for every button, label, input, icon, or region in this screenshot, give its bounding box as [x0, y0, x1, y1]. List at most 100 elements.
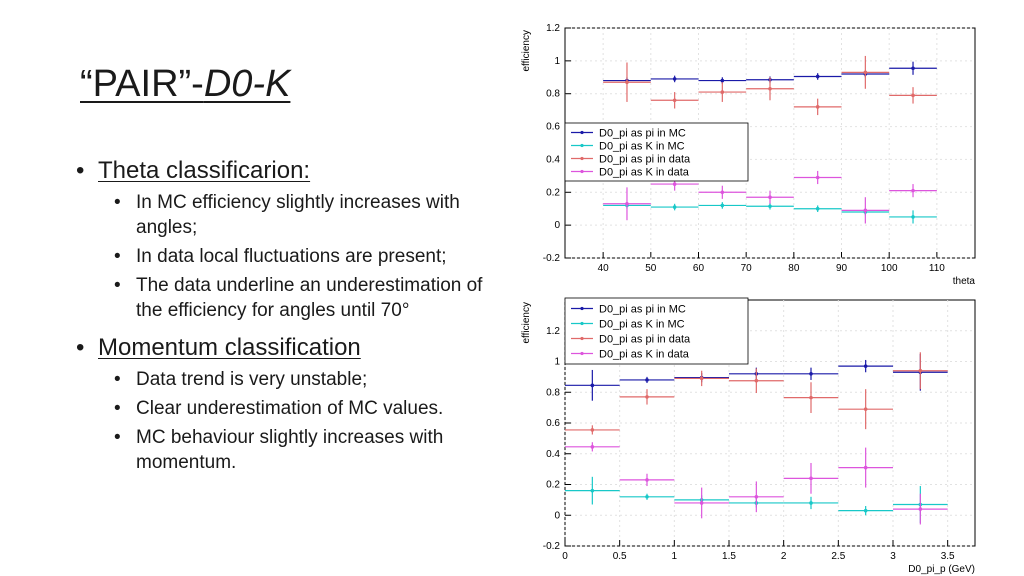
y-tick-label: 1 [554, 56, 560, 67]
data-point [863, 508, 868, 513]
legend-marker [580, 169, 584, 174]
data-point [590, 428, 595, 432]
data-point [699, 501, 704, 505]
data-point [863, 465, 868, 470]
y-tick-label: 1.2 [546, 326, 560, 337]
x-tick-label: 110 [929, 263, 945, 274]
bullet-item: MC behaviour slightly increases with mom… [114, 425, 506, 475]
y-tick-label: -0.2 [543, 253, 561, 264]
data-point [625, 201, 629, 206]
data-point [720, 90, 725, 94]
slide-title: “PAIR”-D0-K [80, 62, 290, 106]
legend-box [564, 122, 749, 182]
bullet-item: Data trend is very unstable; [114, 367, 506, 392]
data-point [720, 78, 725, 83]
data-point [625, 80, 629, 85]
legend-marker [580, 351, 584, 356]
y-tick-label: 1.2 [546, 23, 560, 34]
bullet-item: In MC efficiency slightly increases with… [114, 190, 506, 240]
legend-label: D0_pi as K in data [599, 349, 690, 361]
legend-label: D0_pi as K in MC [599, 141, 685, 153]
data-point [815, 74, 820, 79]
x-axis-label: theta [953, 276, 976, 287]
data-point [809, 501, 813, 505]
data-point [590, 488, 595, 493]
data-point [863, 407, 868, 411]
data-point [768, 195, 772, 200]
data-point [918, 368, 923, 373]
section-heading-momentum: Momentum classification [76, 333, 506, 363]
y-tick-label: 0 [554, 510, 560, 521]
theta-efficiency-chart: 40 50 60 70 80 90 100 110 -0.2 0 0.2 0.4 0.6 0.8 1 1.2 t… [521, 23, 976, 287]
data-point [863, 208, 868, 213]
legend-marker [580, 306, 584, 311]
data-point [720, 203, 725, 208]
slide-title-text: “PAIR”-D0-K [80, 63, 291, 105]
y-tick-label: 0.8 [546, 89, 560, 100]
legend-label: D0_pi as pi in data [599, 154, 691, 166]
x-tick-label: 90 [836, 263, 848, 274]
x-tick-label: 40 [598, 263, 610, 274]
x-tick-label: 1 [672, 551, 678, 562]
data-point [590, 383, 595, 388]
x-axis-label: D0_pi_p (GeV) [908, 564, 975, 575]
legend-label: D0_pi as pi in MC [599, 304, 686, 316]
data-point [672, 98, 677, 103]
y-axis-label: efficiency [521, 30, 532, 72]
data-point [768, 204, 772, 209]
y-axis-label: efficiency [521, 302, 532, 344]
bullet-item: Clear underestimation of MC values. [114, 396, 506, 421]
y-tick-label: 0.2 [546, 187, 560, 198]
data-point [911, 93, 915, 98]
x-tick-label: 3 [890, 551, 896, 562]
y-tick-label: 0.6 [546, 122, 560, 133]
data-point [911, 66, 915, 71]
data-point [911, 188, 915, 193]
momentum-efficiency-chart: 0 0.5 1 1.5 2 2.5 3 3.5-0.200.20.40.60.811.2D0_… [521, 297, 976, 575]
data-point [768, 86, 772, 91]
y-tick-label: -0.2 [543, 541, 561, 552]
bullet-list: Theta classificarion: In MC efficiency s… [76, 156, 506, 479]
data-point [645, 378, 649, 382]
x-tick-label: 0.5 [613, 551, 627, 562]
x-tick-label: 70 [741, 263, 753, 274]
legend-label: D0_pi as K in MC [599, 319, 685, 331]
data-point [815, 206, 820, 211]
data-point [645, 395, 649, 399]
y-tick-label: 0 [554, 220, 560, 231]
bullet-item: In data local fluctuations are present; [114, 244, 506, 269]
data-point [863, 70, 868, 75]
bullet-item: The data underline an underestimation of… [114, 273, 506, 323]
data-point [815, 175, 820, 180]
y-tick-label: 0.4 [546, 449, 560, 460]
data-point [809, 395, 813, 400]
data-point [863, 364, 868, 368]
x-tick-label: 2 [781, 551, 787, 562]
data-point [672, 77, 677, 81]
y-tick-label: 0.6 [546, 418, 560, 429]
section-heading-theta: Theta classificarion: [76, 156, 506, 186]
data-point [815, 105, 820, 109]
y-tick-label: 0.4 [546, 154, 560, 165]
data-point [754, 378, 759, 383]
data-point [809, 372, 813, 376]
legend-label: D0_pi as pi in data [599, 334, 691, 346]
data-point [645, 495, 649, 499]
data-point [590, 445, 595, 449]
x-tick-label: 1.5 [722, 551, 736, 562]
x-tick-label: 100 [881, 263, 898, 274]
x-tick-label: 0 [562, 551, 568, 562]
legend-marker [580, 130, 584, 135]
data-point [918, 507, 923, 511]
legend-marker [580, 143, 584, 148]
legend-marker [580, 321, 584, 326]
x-tick-label: 60 [693, 263, 705, 274]
x-tick-label: 80 [788, 263, 800, 274]
legend-box [564, 297, 749, 365]
x-tick-label: 2.5 [831, 551, 845, 562]
legend-label: D0_pi as K in data [599, 167, 690, 179]
data-point [699, 376, 704, 381]
x-tick-label: 3.5 [941, 551, 955, 562]
data-point [720, 190, 725, 195]
data-point [754, 495, 759, 499]
